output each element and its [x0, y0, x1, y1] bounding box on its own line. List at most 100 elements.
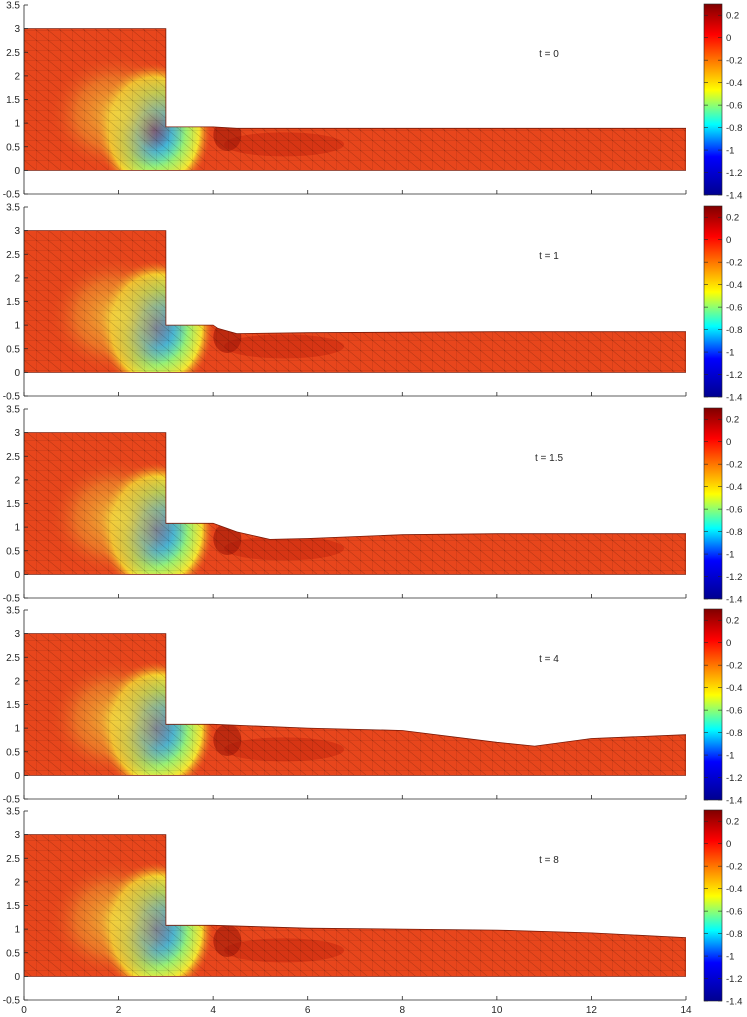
y-tick-label: -0.5 — [3, 996, 21, 1007]
x-tick-label: 14 — [680, 1005, 692, 1016]
fluid-domain — [24, 633, 686, 776]
y-tick-label: 3 — [14, 24, 20, 35]
colorbar-tick-label: -1.4 — [726, 595, 742, 606]
colorbar-tick-label: -0.8 — [726, 929, 742, 940]
y-tick-label: 2 — [14, 71, 20, 82]
y-tick-label: 2.5 — [6, 452, 20, 463]
mesh-overlay — [24, 834, 686, 977]
colorbar-tick-label: -1.2 — [726, 572, 742, 583]
colorbar — [703, 608, 723, 801]
y-tick-label: 0 — [14, 771, 20, 782]
y-tick-label: 1.5 — [6, 297, 20, 308]
colorbar-tick-label: 0.2 — [726, 415, 739, 426]
panel-4: -0.500.511.522.533.50 2 4 6 8 10 12 14t = 80.20… — [3, 807, 743, 1017]
y-tick-label: -0.5 — [3, 594, 21, 605]
colorbar-tick-label: -0.6 — [726, 303, 742, 314]
colorbar-tick-label: -1 — [726, 348, 734, 359]
x-tick-label: 4 — [210, 1005, 216, 1016]
y-tick-label: 2 — [14, 273, 20, 284]
panel-1: -0.5 0 0.5 1 1.5 2 2.5 3 3.5 t = 1 0.2 0 -0.2 -0.4 -0.… — [3, 203, 743, 404]
x-tick-label: 0 — [21, 1005, 27, 1016]
colorbar-tick-label: 0 — [726, 638, 731, 649]
x-tick-label: 8 — [400, 1005, 406, 1016]
panel-3: -0.5 0 0.5 1 1.5 2 2.5 3 3.5 t = 4 0.2 0 -0.2 -0.4 -0.… — [3, 606, 743, 807]
y-tick-label: 3.5 — [6, 203, 20, 214]
y-tick-label: 0 — [14, 368, 20, 379]
y-tick-label: 2.5 — [6, 854, 20, 865]
colorbar-tick-label: -0.2 — [726, 862, 742, 873]
colorbar-tick-label: 0 — [726, 235, 731, 246]
colorbar-tick-label: -0.6 — [726, 505, 742, 516]
time-label: t = 1 — [539, 251, 559, 262]
colorbar-tick-label: -0.6 — [726, 101, 742, 112]
y-tick-label: 0.5 — [6, 344, 20, 355]
fluid-domain — [24, 834, 686, 977]
mesh-overlay — [24, 28, 686, 171]
fluid-domain — [24, 432, 686, 575]
colorbar-tick-label: 0.2 — [726, 817, 739, 828]
colorbar-tick-label: -1.4 — [726, 393, 742, 404]
colorbar-tick-label: -0.2 — [726, 661, 742, 672]
y-tick-label: 3 — [14, 629, 20, 640]
y-tick-label: 0.5 — [6, 546, 20, 557]
colorbar-tick-label: -0.4 — [726, 280, 742, 291]
y-tick-label: -0.5 — [3, 795, 21, 806]
x-tick-label: 2 — [116, 1005, 122, 1016]
colorbar-tick-label: 0.2 — [726, 11, 739, 22]
mesh-overlay — [24, 230, 686, 373]
colorbar — [703, 809, 723, 1002]
y-tick-label: 1.5 — [6, 901, 20, 912]
colorbar-tick-label: -1 — [726, 550, 734, 561]
y-tick-label: 0 — [14, 972, 20, 983]
y-tick-label: 3.5 — [6, 807, 20, 818]
y-tick-label: 2.5 — [6, 250, 20, 261]
colorbar — [703, 205, 723, 398]
y-tick-label: 2.5 — [6, 653, 20, 664]
colorbar-tick-label: -1.4 — [726, 796, 742, 807]
y-tick-label: 1 — [14, 925, 20, 936]
colorbar-tick-label: -1 — [726, 952, 734, 963]
colorbar-tick-label: -0.2 — [726, 460, 742, 471]
y-tick-label: 1.5 — [6, 499, 20, 510]
colorbar-tick-label: -0.2 — [726, 56, 742, 67]
colorbar-tick-label: -0.4 — [726, 78, 742, 89]
colorbar-tick-label: -0.4 — [726, 884, 742, 895]
x-tick-label: 6 — [305, 1005, 311, 1016]
y-tick-label: 3.5 — [6, 1, 20, 12]
colorbar-tick-label: 0.2 — [726, 616, 739, 627]
colorbar-tick-label: -0.8 — [726, 325, 742, 336]
time-label: t = 4 — [539, 654, 559, 665]
time-label: t = 0 — [539, 49, 559, 60]
colorbar-tick-label: -0.8 — [726, 527, 742, 538]
colorbar-tick-label: -1.2 — [726, 168, 742, 179]
x-tick-label: 12 — [586, 1005, 598, 1016]
fluid-domain — [24, 230, 686, 373]
y-tick-label: 0 — [14, 570, 20, 581]
colorbar-tick-label: -0.8 — [726, 728, 742, 739]
colorbar-tick-label: -1.2 — [726, 370, 742, 381]
y-tick-label: 0 — [14, 166, 20, 177]
colorbar-tick-label: -1.2 — [726, 773, 742, 784]
colorbar-tick-label: -0.6 — [726, 706, 742, 717]
y-tick-label: 2.5 — [6, 48, 20, 59]
colorbar — [703, 407, 723, 600]
colorbar-tick-label: -0.4 — [726, 482, 742, 493]
colorbar — [703, 3, 723, 196]
time-label: t = 8 — [539, 855, 559, 866]
colorbar-tick-label: -0.6 — [726, 907, 742, 918]
y-tick-label: 3 — [14, 830, 20, 841]
colorbar-tick-label: -1.2 — [726, 974, 742, 985]
y-tick-label: 2 — [14, 877, 20, 888]
y-tick-label: 2 — [14, 475, 20, 486]
free-surface — [24, 834, 686, 977]
free-surface — [24, 432, 686, 575]
y-tick-label: 1 — [14, 119, 20, 130]
mesh-overlay — [24, 432, 686, 575]
y-tick-label: 3 — [14, 226, 20, 237]
colorbar-tick-label: 0.2 — [726, 213, 739, 224]
colorbar-tick-label: -1 — [726, 146, 734, 157]
panel-0: -0.5 0 0.5 1 1.5 2 2.5 3 3.5 t = 0 0.2 0 -0.2 -0.4 -0.… — [3, 1, 743, 202]
colorbar-tick-label: 0 — [726, 839, 731, 850]
colorbar-tick-label: -0.8 — [726, 123, 742, 134]
